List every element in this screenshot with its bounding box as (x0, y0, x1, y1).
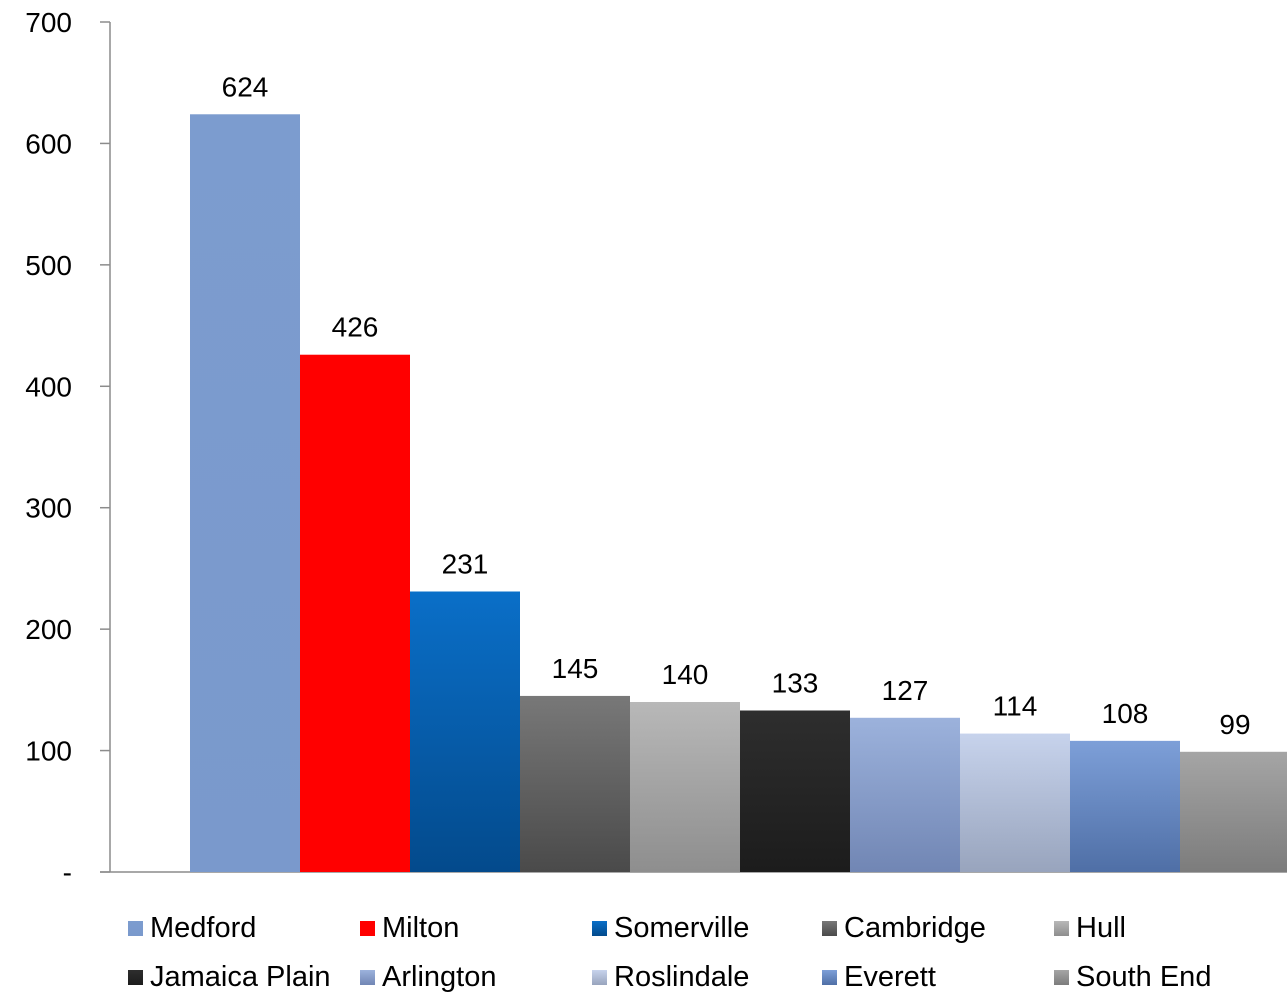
bar-milton (300, 354, 410, 872)
legend-label: Hull (1076, 911, 1126, 944)
legend-swatch (360, 969, 375, 985)
legend-swatch (1054, 920, 1069, 936)
legend-item-south-end: South End (1054, 954, 1211, 1000)
legend-swatch (592, 920, 607, 936)
data-label: 114 (993, 691, 1038, 722)
y-tick-label: 600 (25, 128, 72, 159)
legend-label: Cambridge (844, 911, 986, 944)
data-label: 133 (772, 668, 819, 699)
legend-label: Jamaica Plain (150, 960, 331, 993)
data-labels-group: 624 426 231 145 140 133 127 114 108 99 (222, 71, 1251, 740)
bar-jamaica-plain (740, 710, 850, 872)
legend-swatch (822, 969, 837, 985)
legend-label: Everett (844, 960, 936, 993)
y-tick-label: 100 (25, 736, 72, 767)
y-tick-label: 500 (25, 250, 72, 281)
legend-item-hull: Hull (1054, 905, 1126, 951)
legend-swatch (128, 969, 143, 985)
bars-group (190, 114, 1287, 873)
data-label: 127 (882, 675, 929, 706)
bar-arlington (850, 717, 960, 872)
data-label: 145 (552, 653, 599, 684)
data-label: 231 (442, 549, 489, 580)
y-tick-label: 200 (25, 614, 72, 645)
data-label: 108 (1102, 698, 1149, 729)
bar-hull (630, 702, 740, 872)
bar-medford (190, 114, 300, 873)
legend-swatch (822, 920, 837, 936)
legend-swatch (1054, 969, 1069, 985)
bar-roslindale (960, 733, 1070, 872)
data-label: 99 (1219, 709, 1250, 740)
bar-everett (1070, 740, 1180, 872)
y-tick-label: - (63, 857, 72, 888)
data-label: 140 (662, 659, 709, 690)
bar-cambridge (520, 695, 630, 872)
legend-swatch (360, 920, 375, 936)
legend-item-milton: Milton (360, 905, 459, 951)
legend-item-medford: Medford (128, 905, 256, 951)
bar-south-end (1180, 751, 1287, 872)
legend-label: Somerville (614, 911, 750, 944)
bar-somerville (410, 591, 520, 872)
legend-item-somerville: Somerville (592, 905, 749, 951)
bar-chart: - 100 200 300 400 500 600 700 624 426 231 145 140 13… (25, 7, 1287, 888)
y-tick-label: 700 (25, 7, 72, 38)
data-label: 624 (222, 71, 269, 102)
legend-label: Milton (382, 911, 460, 944)
legend-label: Medford (150, 911, 257, 944)
y-axis-ticks: - 100 200 300 400 500 600 700 (25, 7, 110, 888)
legend-item-jamaica-plain: Jamaica Plain (128, 954, 331, 1000)
legend-item-everett: Everett (822, 954, 936, 1000)
legend-label: South End (1076, 960, 1212, 993)
data-label: 426 (332, 312, 379, 343)
legend-item-arlington: Arlington (360, 954, 496, 1000)
legend-label: Roslindale (614, 960, 750, 993)
legend-label: Arlington (382, 960, 497, 993)
y-tick-label: 400 (25, 371, 72, 402)
legend-item-cambridge: Cambridge (822, 905, 986, 951)
legend-swatch (592, 969, 607, 985)
y-tick-label: 300 (25, 493, 72, 524)
legend-item-roslindale: Roslindale (592, 954, 749, 1000)
legend-swatch (128, 920, 143, 936)
legend: Medford Milton Somerville Cambridge Hull Jama… (0, 905, 1287, 997)
